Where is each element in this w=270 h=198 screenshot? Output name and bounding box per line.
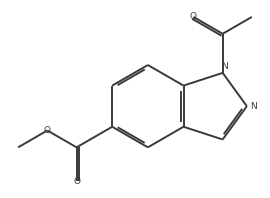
Text: N: N [250, 102, 256, 111]
Text: O: O [44, 126, 51, 135]
Text: N: N [221, 62, 228, 71]
Text: O: O [190, 12, 197, 21]
Text: O: O [73, 177, 80, 186]
